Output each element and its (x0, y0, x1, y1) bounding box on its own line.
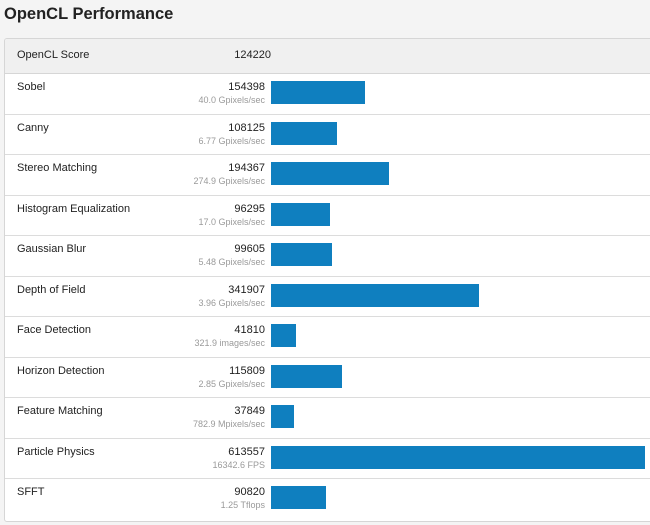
benchmark-rows: Sobel 154398 40.0 Gpixels/sec Canny 108125 6.… (5, 74, 650, 520)
benchmark-throughput: 17.0 Gpixels/sec (198, 216, 265, 227)
benchmark-bar (271, 81, 365, 104)
benchmark-bar (271, 243, 332, 266)
benchmark-name: Particle Physics (17, 445, 95, 458)
benchmark-throughput: 6.77 Gpixels/sec (198, 135, 265, 146)
benchmark-name: SFFT (17, 486, 45, 498)
benchmark-row: Feature Matching 37849 782.9 Mpixels/sec (5, 398, 650, 439)
benchmark-row: Depth of Field 341907 3.96 Gpixels/sec (5, 277, 650, 317)
overall-score-value: 124220 (234, 49, 271, 61)
benchmark-bar (271, 486, 326, 509)
benchmark-name: Feature Matching (17, 405, 103, 417)
benchmark-throughput: 2.85 Gpixels/sec (198, 378, 265, 389)
benchmark-bar (271, 121, 337, 145)
benchmark-row: Sobel 154398 40.0 Gpixels/sec (5, 74, 650, 115)
benchmark-row: Histogram Equalization 96295 17.0 Gpixels/… (5, 196, 650, 236)
benchmark-score: 194367 (228, 162, 265, 174)
benchmark-score: 154398 (228, 81, 265, 93)
benchmark-bar (271, 364, 342, 388)
benchmark-score: 341907 (228, 283, 265, 296)
benchmark-name: Horizon Detection (17, 364, 105, 377)
benchmark-bar (271, 162, 389, 185)
benchmark-name: Histogram Equalization (17, 202, 131, 215)
benchmark-score: 115809 (229, 364, 265, 377)
benchmark-name: Depth of Field (17, 283, 86, 296)
benchmark-throughput: 782.9 Mpixels/sec (192, 419, 265, 429)
benchmark-throughput: 274.9 Gpixels/sec (193, 176, 265, 186)
benchmark-bar (271, 324, 296, 347)
overall-score-row: OpenCL Score 124220 (5, 39, 650, 74)
benchmark-row: Face Detection 41810 321.9 images/sec (5, 317, 650, 358)
benchmark-bar (271, 405, 294, 428)
page-title: OpenCL Performance (4, 5, 174, 23)
benchmark-row: SFFT 90820 1.25 Tflops (5, 479, 650, 520)
benchmark-score: 108125 (228, 121, 265, 134)
benchmark-score: 99605 (234, 243, 265, 255)
benchmark-name: Face Detection (17, 324, 91, 336)
benchmark-throughput: 321.9 images/sec (194, 338, 265, 348)
benchmark-score: 613557 (228, 445, 265, 458)
benchmark-row: Canny 108125 6.77 Gpixels/sec (5, 115, 650, 155)
benchmark-name: Stereo Matching (17, 162, 98, 174)
benchmark-row: Horizon Detection 115809 2.85 Gpixels/sec (5, 358, 650, 398)
benchmark-bar (271, 445, 645, 469)
benchmark-throughput: 3.96 Gpixels/sec (198, 297, 265, 308)
benchmark-throughput: 5.48 Gpixels/sec (198, 257, 265, 267)
benchmark-throughput: 1.25 Tflops (220, 500, 265, 510)
benchmark-score: 96295 (234, 202, 265, 215)
benchmark-score: 41810 (234, 324, 265, 336)
benchmark-row: Stereo Matching 194367 274.9 Gpixels/sec (5, 155, 650, 196)
benchmark-row: Gaussian Blur 99605 5.48 Gpixels/sec (5, 236, 650, 277)
overall-score-label: OpenCL Score (17, 49, 90, 61)
benchmark-bar (271, 202, 330, 226)
benchmark-score: 37849 (234, 405, 265, 417)
benchmark-score: 90820 (234, 486, 265, 498)
benchmark-row: Particle Physics 613557 16342.6 FPS (5, 439, 650, 479)
benchmark-bar (271, 283, 479, 307)
benchmark-throughput: 40.0 Gpixels/sec (198, 95, 265, 105)
benchmark-name: Sobel (17, 81, 46, 93)
benchmark-name: Gaussian Blur (17, 243, 87, 255)
results-panel: OpenCL Score 124220 Sobel 154398 40.0 Gpix… (4, 38, 650, 522)
benchmark-name: Canny (17, 121, 49, 134)
benchmark-throughput: 16342.6 FPS (212, 459, 265, 470)
